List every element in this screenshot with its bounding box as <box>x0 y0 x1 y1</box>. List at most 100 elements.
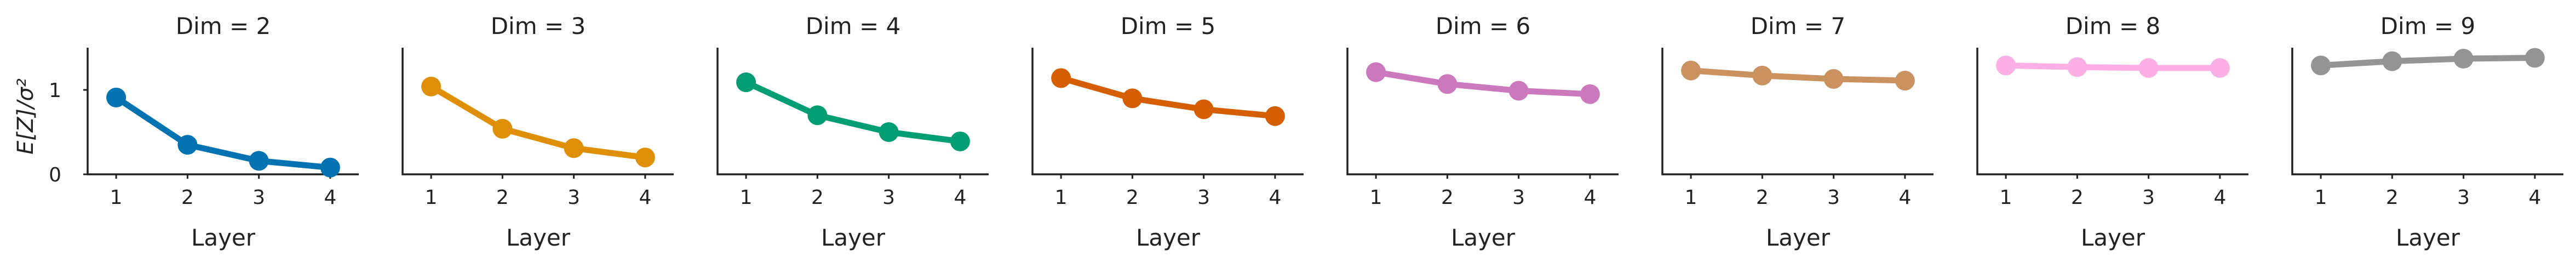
x-tick-label: 4 <box>1269 186 1281 209</box>
data-point <box>492 118 513 139</box>
data-point <box>2382 51 2402 71</box>
axis-spines <box>1346 48 1619 175</box>
data-point <box>1681 60 1701 81</box>
x-tick-label: 3 <box>2457 186 2470 209</box>
data-point <box>635 147 655 168</box>
panel-title: Dim = 5 <box>1121 13 1216 39</box>
x-tick-label: 1 <box>740 186 753 209</box>
y-axis-label: E[Z]/σ² <box>13 78 38 155</box>
x-tick-label: 2 <box>2386 186 2399 209</box>
x-tick-label: 1 <box>1685 186 1697 209</box>
data-point <box>2210 58 2230 78</box>
data-point <box>1437 74 1458 94</box>
x-tick-label: 2 <box>1126 186 1139 209</box>
panel-dim-8: Dim = 8 1 2 3 4 Layer <box>1976 13 2248 251</box>
panel-dim-4: Dim = 4 1 2 3 4 Layer <box>716 13 989 251</box>
axis-spines <box>1031 48 1304 175</box>
x-tick-label: 4 <box>2213 186 2226 209</box>
x-axis-label: Layer <box>506 224 571 251</box>
panel-title: Dim = 4 <box>806 13 901 39</box>
x-tick-label: 4 <box>2528 186 2541 209</box>
panel-dim-5: Dim = 5 1 2 3 4 Layer <box>1031 13 1304 251</box>
data-point <box>1996 55 2016 76</box>
data-point <box>2453 49 2474 69</box>
x-tick-label: 2 <box>1756 186 1769 209</box>
panel-dim-9: Dim = 9 1 2 3 4 Layer <box>2291 13 2563 251</box>
panel-title: Dim = 9 <box>2380 13 2476 39</box>
data-point <box>1752 65 1772 86</box>
data-point <box>2138 58 2159 78</box>
x-axis-label: Layer <box>1136 224 1201 251</box>
x-tick-label: 1 <box>110 186 123 209</box>
panel-title: Dim = 7 <box>1751 13 1846 39</box>
panel-dim-6: Dim = 6 1 2 3 4 Layer <box>1346 13 1619 251</box>
x-axis-label: Layer <box>2396 224 2460 251</box>
data-point <box>879 122 899 142</box>
x-axis-label: Layer <box>1766 224 1831 251</box>
series-line <box>113 94 334 171</box>
series-line <box>1688 67 1908 84</box>
series-line <box>2317 54 2538 69</box>
data-point <box>950 131 970 151</box>
x-tick-label: 4 <box>324 186 336 209</box>
x-tick-label: 2 <box>1441 186 1454 209</box>
x-axis-label: Layer <box>191 224 256 251</box>
y-tick-label: 1 <box>49 79 61 102</box>
panel-title: Dim = 8 <box>2066 13 2161 39</box>
x-tick-label: 4 <box>639 186 651 209</box>
panel-title: Dim = 2 <box>176 13 271 39</box>
x-tick-label: 4 <box>1584 186 1596 209</box>
panel-dim-7: Dim = 7 1 2 3 4 Layer <box>1661 13 1934 251</box>
y-tick-label: 0 <box>49 164 61 186</box>
data-point <box>1194 99 1214 120</box>
panel-title: Dim = 6 <box>1436 13 1531 39</box>
x-tick-label: 4 <box>1898 186 1911 209</box>
x-tick-label: 3 <box>1512 186 1525 209</box>
x-tick-label: 4 <box>954 186 966 209</box>
x-tick-label: 2 <box>2071 186 2084 209</box>
x-tick-label: 3 <box>253 186 265 209</box>
data-point <box>1895 71 1915 91</box>
series-line <box>1058 75 1278 120</box>
axis-spines <box>716 48 989 175</box>
series-line <box>428 83 649 161</box>
x-tick-label: 1 <box>425 186 438 209</box>
x-tick-label: 2 <box>181 186 194 209</box>
axis-spines <box>401 48 674 175</box>
x-axis-label: Layer <box>2081 224 2145 251</box>
data-point <box>320 157 340 178</box>
data-point <box>249 151 269 171</box>
data-point <box>177 135 198 155</box>
x-tick-label: 3 <box>567 186 580 209</box>
panel-dim-3: Dim = 3 1 2 3 4 Layer <box>401 13 674 251</box>
data-point <box>564 138 584 158</box>
axis-spines <box>1976 48 2248 175</box>
data-point <box>2525 48 2545 68</box>
data-point <box>1580 84 1600 104</box>
x-tick-label: 3 <box>882 186 895 209</box>
x-tick-label: 3 <box>1827 186 1840 209</box>
data-point <box>807 105 828 126</box>
x-axis-label: Layer <box>821 224 886 251</box>
axis-spines <box>1661 48 1934 175</box>
x-axis-label: Layer <box>1451 224 1516 251</box>
data-point <box>1366 62 1386 82</box>
data-point <box>2067 57 2087 77</box>
data-point <box>1122 88 1143 109</box>
x-tick-label: 1 <box>2000 186 2012 209</box>
data-point <box>1265 106 1285 126</box>
data-point <box>1051 68 1071 88</box>
x-tick-label: 2 <box>496 186 509 209</box>
data-point <box>2311 55 2331 76</box>
data-point <box>421 76 441 96</box>
x-tick-label: 1 <box>1370 186 1382 209</box>
data-point <box>1823 69 1844 89</box>
axis-spines <box>2291 48 2563 175</box>
x-tick-label: 3 <box>2142 186 2155 209</box>
x-tick-label: 3 <box>1197 186 1210 209</box>
x-tick-label: 1 <box>1055 186 1068 209</box>
panel-title: Dim = 3 <box>491 13 586 39</box>
series-line <box>1373 69 1593 98</box>
x-tick-label: 2 <box>811 186 824 209</box>
